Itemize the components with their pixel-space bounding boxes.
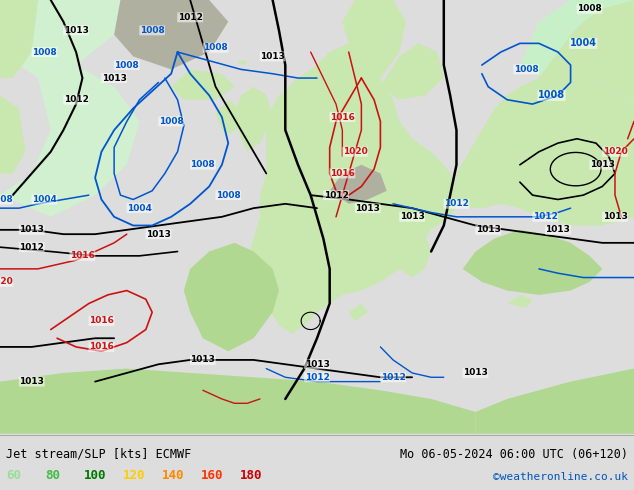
Text: 1016: 1016 <box>70 251 95 260</box>
Text: ©weatheronline.co.uk: ©weatheronline.co.uk <box>493 472 628 482</box>
Text: 1012: 1012 <box>323 191 349 199</box>
Polygon shape <box>247 44 463 334</box>
Text: Jet stream/SLP [kts] ECMWF: Jet stream/SLP [kts] ECMWF <box>6 448 191 461</box>
Text: 1013: 1013 <box>304 360 330 369</box>
Polygon shape <box>0 0 38 78</box>
Text: 1016: 1016 <box>330 113 355 122</box>
Polygon shape <box>539 0 634 104</box>
Polygon shape <box>0 65 139 217</box>
Text: 120: 120 <box>123 469 145 482</box>
Text: 140: 140 <box>162 469 184 482</box>
Polygon shape <box>507 295 533 308</box>
Text: 1012: 1012 <box>178 13 203 22</box>
Text: 1016: 1016 <box>89 343 114 351</box>
Polygon shape <box>463 230 602 295</box>
Text: 1012: 1012 <box>63 95 89 104</box>
Text: 1004: 1004 <box>32 195 57 204</box>
Polygon shape <box>380 44 444 100</box>
Text: 1020: 1020 <box>0 277 13 286</box>
Text: 1013: 1013 <box>476 225 501 234</box>
Text: 60: 60 <box>6 469 21 482</box>
Text: 1013: 1013 <box>19 377 44 386</box>
Polygon shape <box>456 74 634 225</box>
Polygon shape <box>476 368 634 434</box>
Text: Mo 06-05-2024 06:00 UTC (06+120): Mo 06-05-2024 06:00 UTC (06+120) <box>400 448 628 461</box>
Polygon shape <box>330 165 387 204</box>
Text: 160: 160 <box>201 469 224 482</box>
Text: 1008: 1008 <box>139 26 165 35</box>
Text: 1012: 1012 <box>380 373 406 382</box>
Text: 1020: 1020 <box>602 147 628 156</box>
Text: 100: 100 <box>84 469 107 482</box>
Text: 1012: 1012 <box>304 373 330 382</box>
Polygon shape <box>171 70 235 100</box>
Text: 1013: 1013 <box>399 212 425 221</box>
Text: 1013: 1013 <box>355 204 380 213</box>
Text: 1016: 1016 <box>330 169 355 178</box>
Text: 1008: 1008 <box>203 43 228 52</box>
Polygon shape <box>349 304 368 321</box>
Text: 1008: 1008 <box>577 4 602 13</box>
Text: 1013: 1013 <box>590 160 615 169</box>
Text: 1012: 1012 <box>533 212 558 221</box>
Text: 1013: 1013 <box>463 368 488 377</box>
Polygon shape <box>0 368 476 434</box>
Polygon shape <box>323 260 336 277</box>
Polygon shape <box>0 96 25 173</box>
Polygon shape <box>355 87 374 104</box>
Polygon shape <box>0 0 120 78</box>
Text: 1020: 1020 <box>342 147 368 156</box>
Polygon shape <box>238 60 247 65</box>
Text: 1008: 1008 <box>190 160 216 169</box>
Polygon shape <box>342 0 406 78</box>
Text: 1013: 1013 <box>602 212 628 221</box>
Text: 1008: 1008 <box>514 65 539 74</box>
Text: 1004: 1004 <box>127 204 152 213</box>
Text: 1012: 1012 <box>444 199 469 208</box>
Text: 1013: 1013 <box>545 225 571 234</box>
Text: 80: 80 <box>45 469 60 482</box>
Text: 1008: 1008 <box>0 195 13 204</box>
Text: 1013: 1013 <box>101 74 127 82</box>
Polygon shape <box>235 87 273 152</box>
Text: 1008: 1008 <box>114 61 139 70</box>
Text: 1016: 1016 <box>89 317 114 325</box>
Text: 1008: 1008 <box>538 90 565 100</box>
Text: 1008: 1008 <box>32 48 57 56</box>
Text: 1008: 1008 <box>216 191 241 199</box>
Text: 1013: 1013 <box>63 26 89 35</box>
Polygon shape <box>216 100 241 134</box>
Polygon shape <box>184 243 279 351</box>
Text: 1013: 1013 <box>190 355 216 365</box>
Text: 1013: 1013 <box>260 52 285 61</box>
Text: 1013: 1013 <box>146 230 171 239</box>
Polygon shape <box>558 130 634 225</box>
Polygon shape <box>393 225 431 277</box>
Text: 1012: 1012 <box>19 243 44 252</box>
Polygon shape <box>520 0 634 108</box>
Polygon shape <box>114 0 228 70</box>
Text: 1004: 1004 <box>570 38 597 49</box>
Text: 180: 180 <box>240 469 262 482</box>
Text: 1008: 1008 <box>158 117 184 126</box>
Text: 1013: 1013 <box>19 225 44 234</box>
Polygon shape <box>317 282 330 299</box>
